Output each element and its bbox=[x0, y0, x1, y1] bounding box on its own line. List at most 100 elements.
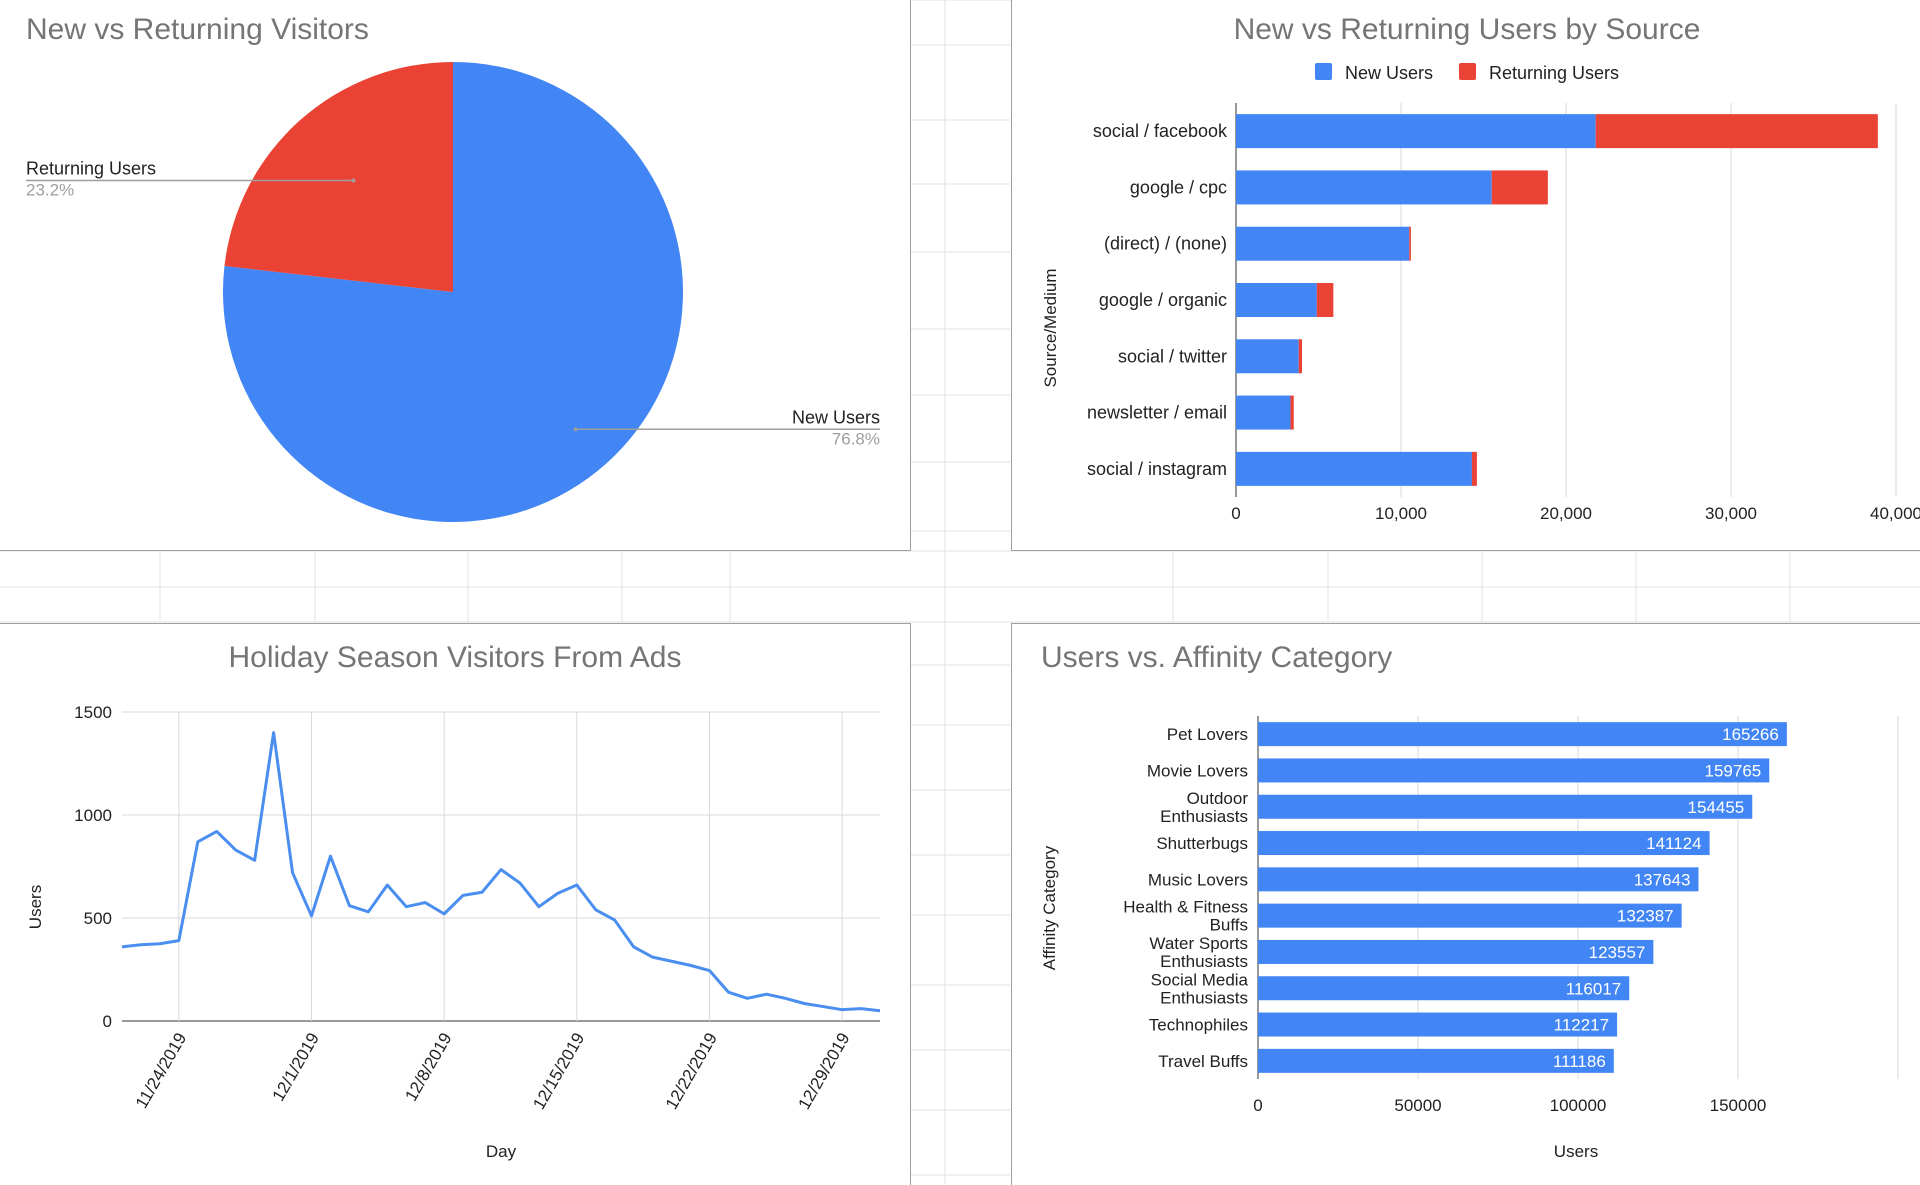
y-axis-title: Affinity Category bbox=[1040, 845, 1059, 970]
bar-new-users[interactable] bbox=[1236, 114, 1596, 149]
bar-returning-users[interactable] bbox=[1290, 395, 1294, 430]
bar[interactable] bbox=[1258, 1012, 1618, 1037]
y-axis-title: Users bbox=[26, 885, 45, 929]
bar-returning-users[interactable] bbox=[1409, 226, 1411, 261]
x-tick-label: 0 bbox=[1253, 1096, 1262, 1115]
slice-percent: 23.2% bbox=[26, 180, 74, 199]
bar[interactable] bbox=[1258, 794, 1753, 819]
y-tick-label: 0 bbox=[103, 1012, 112, 1031]
legend-label-new-users: New Users bbox=[1345, 63, 1433, 83]
bar-new-users[interactable] bbox=[1236, 283, 1317, 317]
x-axis-title: Users bbox=[1554, 1142, 1598, 1161]
x-tick-label: 10,000 bbox=[1375, 504, 1427, 523]
category-label: social / facebook bbox=[1093, 121, 1228, 141]
category-label: Shutterbugs bbox=[1156, 834, 1248, 853]
category-label: google / organic bbox=[1099, 290, 1227, 310]
x-tick-label: 20,000 bbox=[1540, 504, 1592, 523]
chart-title: New vs Returning Users by Source bbox=[1234, 13, 1701, 46]
legend[interactable]: New Users Returning Users bbox=[1315, 63, 1619, 83]
category-label: Buffs bbox=[1210, 916, 1248, 935]
source-bar-chart: New vs Returning Users by Source New Use… bbox=[1041, 13, 1920, 523]
bar[interactable] bbox=[1258, 976, 1630, 1001]
category-label: Outdoor bbox=[1187, 789, 1249, 808]
category-label: google / cpc bbox=[1130, 177, 1227, 197]
bar-value-label: 132387 bbox=[1617, 907, 1674, 926]
line-chart-panel[interactable]: Holiday Season Visitors From Ads Users D… bbox=[0, 623, 911, 1185]
bar-new-users[interactable] bbox=[1236, 395, 1291, 430]
bar[interactable] bbox=[1258, 758, 1770, 783]
bar-value-label: 123557 bbox=[1589, 943, 1646, 962]
category-label: Health & Fitness bbox=[1123, 898, 1248, 917]
slice-percent: 76.8% bbox=[832, 429, 880, 448]
x-tick-label: 12/15/2019 bbox=[529, 1030, 588, 1113]
bar[interactable] bbox=[1258, 939, 1654, 964]
affinity-bar-chart: Users vs. Affinity Category Affinity Cat… bbox=[1040, 641, 1899, 1161]
bar-value-label: 112217 bbox=[1554, 1016, 1609, 1035]
x-axis-title: Day bbox=[486, 1142, 517, 1161]
category-label: Travel Buffs bbox=[1158, 1052, 1248, 1071]
y-tick-label: 1500 bbox=[74, 703, 112, 722]
category-label: Enthusiasts bbox=[1160, 952, 1248, 971]
x-tick-label: 12/8/2019 bbox=[401, 1030, 455, 1105]
bar-value-label: 111186 bbox=[1553, 1052, 1606, 1071]
category-label: Enthusiasts bbox=[1160, 988, 1248, 1007]
y-tick-label: 500 bbox=[84, 909, 112, 928]
bar-value-label: 159765 bbox=[1705, 761, 1762, 780]
slice-label: Returning Users bbox=[26, 158, 156, 178]
y-axis-title: Source/Medium bbox=[1041, 268, 1060, 387]
chart-title: New vs Returning Visitors bbox=[26, 13, 369, 46]
pie-slice-returning-users[interactable] bbox=[224, 62, 453, 292]
category-label: (direct) / (none) bbox=[1104, 234, 1227, 254]
bar[interactable] bbox=[1258, 1048, 1614, 1073]
category-label: social / twitter bbox=[1118, 346, 1227, 366]
line-chart: Holiday Season Visitors From Ads Users D… bbox=[26, 641, 881, 1161]
legend-label-returning-users: Returning Users bbox=[1489, 63, 1619, 83]
bar-returning-users[interactable] bbox=[1298, 339, 1302, 374]
source-bar-chart-panel[interactable]: New vs Returning Users by Source New Use… bbox=[1011, 0, 1920, 551]
chart-title: Users vs. Affinity Category bbox=[1041, 641, 1392, 674]
x-tick-label: 11/24/2019 bbox=[132, 1030, 190, 1112]
bar[interactable] bbox=[1258, 831, 1710, 856]
bar-new-users[interactable] bbox=[1236, 339, 1299, 374]
bar-new-users[interactable] bbox=[1236, 226, 1410, 261]
bar-returning-users[interactable] bbox=[1491, 170, 1548, 205]
chart-title: Holiday Season Visitors From Ads bbox=[229, 641, 682, 674]
x-tick-label: 12/29/2019 bbox=[795, 1030, 854, 1113]
category-label: newsletter / email bbox=[1087, 403, 1227, 423]
pie-chart: New vs Returning Visitors New Users 76.8%… bbox=[26, 13, 880, 522]
x-tick-label: 12/22/2019 bbox=[662, 1030, 721, 1113]
x-tick-label: 40,000 bbox=[1870, 504, 1920, 523]
bar-new-users[interactable] bbox=[1236, 170, 1492, 205]
slice-label: New Users bbox=[792, 407, 880, 427]
category-label: Pet Lovers bbox=[1167, 725, 1248, 744]
category-label: Social Media bbox=[1151, 970, 1249, 989]
bar-returning-users[interactable] bbox=[1471, 451, 1477, 486]
category-label: social / instagram bbox=[1087, 459, 1227, 479]
series-line-users[interactable] bbox=[121, 731, 881, 1013]
affinity-bar-chart-panel[interactable]: Users vs. Affinity Category Affinity Cat… bbox=[1011, 623, 1920, 1185]
category-label: Music Lovers bbox=[1148, 870, 1248, 889]
x-tick-label: 30,000 bbox=[1705, 504, 1757, 523]
category-label: Technophiles bbox=[1149, 1016, 1248, 1035]
bar-returning-users[interactable] bbox=[1595, 114, 1878, 149]
y-tick-label: 1000 bbox=[74, 806, 112, 825]
bar-returning-users[interactable] bbox=[1316, 283, 1334, 317]
bar-value-label: 137643 bbox=[1634, 870, 1691, 889]
bar-value-label: 141124 bbox=[1646, 834, 1701, 853]
x-tick-label: 50000 bbox=[1394, 1096, 1441, 1115]
bar-value-label: 154455 bbox=[1688, 798, 1745, 817]
bar-value-label: 116017 bbox=[1566, 979, 1621, 998]
category-label: Movie Lovers bbox=[1147, 761, 1248, 780]
x-tick-label: 150000 bbox=[1710, 1096, 1767, 1115]
legend-swatch-returning-users bbox=[1459, 63, 1476, 80]
bar-new-users[interactable] bbox=[1236, 451, 1472, 486]
x-tick-label: 12/1/2019 bbox=[269, 1030, 323, 1105]
category-label: Water Sports bbox=[1149, 934, 1248, 953]
category-label: Enthusiasts bbox=[1160, 807, 1248, 826]
x-tick-label: 100000 bbox=[1550, 1096, 1607, 1115]
bar[interactable] bbox=[1258, 867, 1699, 892]
bar[interactable] bbox=[1258, 903, 1682, 928]
pie-chart-panel[interactable]: New vs Returning Visitors New Users 76.8%… bbox=[0, 0, 911, 551]
bar[interactable] bbox=[1258, 722, 1787, 747]
